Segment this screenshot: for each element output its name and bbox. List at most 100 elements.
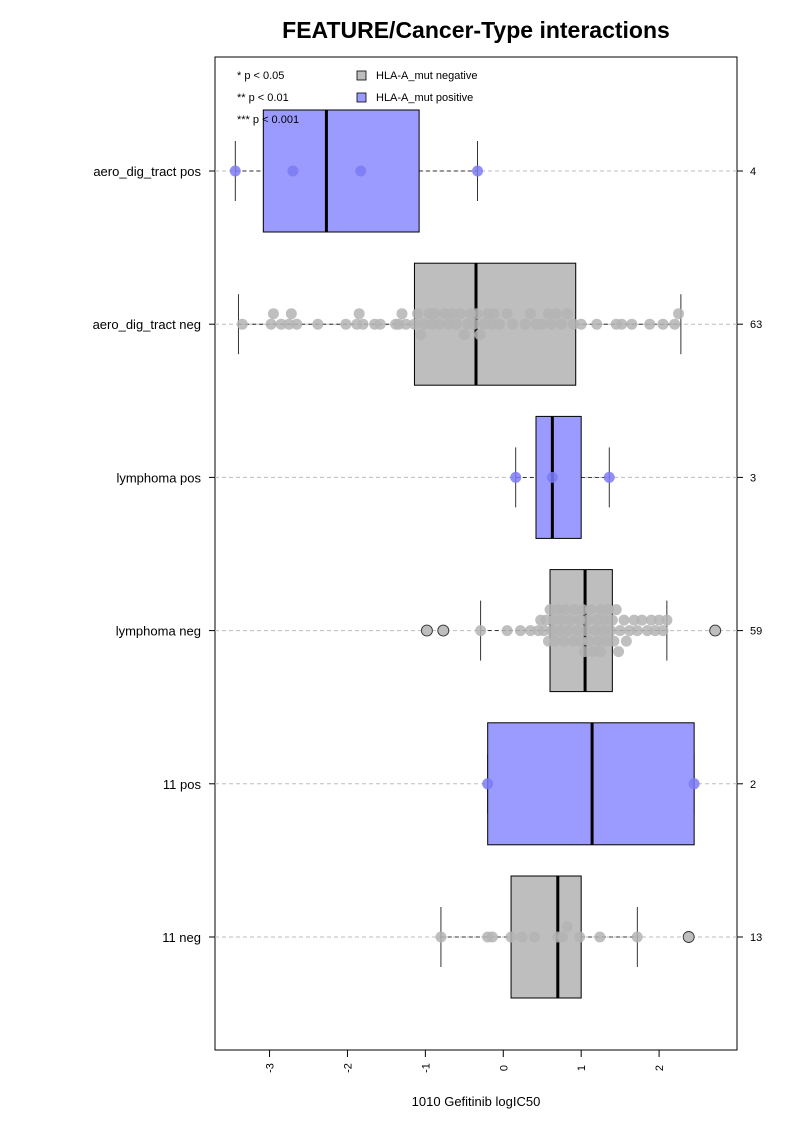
data-point (458, 329, 470, 341)
data-point (653, 614, 665, 626)
data-point (229, 165, 241, 177)
data-point (454, 308, 466, 320)
data-point (536, 318, 548, 330)
data-point (560, 604, 572, 616)
data-point (561, 921, 573, 932)
data-point (546, 625, 558, 637)
data-point (616, 318, 628, 330)
x-tick-label: -3 (265, 1063, 277, 1073)
data-point (567, 635, 579, 647)
data-point (594, 931, 606, 943)
outlier-point (420, 624, 433, 637)
sig-note-3: *** p < 0.001 (237, 114, 299, 126)
data-point (400, 318, 412, 330)
data-point (501, 625, 513, 637)
data-point (544, 604, 556, 616)
data-point (581, 614, 593, 626)
x-tick-label: -1 (420, 1063, 432, 1073)
data-point (623, 625, 635, 637)
data-point (542, 308, 554, 320)
data-point (265, 318, 277, 330)
outlier-point (682, 931, 695, 943)
data-point (580, 625, 592, 637)
legend-label-positive: HLA-A_mut positive (376, 92, 473, 104)
data-point (475, 625, 487, 637)
group-count: 63 (750, 319, 762, 331)
group-label: 11 neg (162, 930, 201, 945)
box (535, 415, 582, 539)
chart-title: FEATURE/Cancer-Type interactions (282, 17, 670, 43)
data-point (519, 318, 531, 330)
data-point (275, 318, 287, 330)
data-point (591, 318, 603, 330)
legend-swatch-negative (356, 70, 367, 81)
data-point (645, 614, 657, 626)
data-point (657, 625, 669, 637)
data-point (610, 604, 622, 616)
data-point (606, 614, 618, 626)
point-layer (229, 165, 722, 943)
legend-label-negative: HLA-A_mut negative (376, 70, 478, 82)
group-label: lymphoma neg (116, 624, 201, 639)
data-point (486, 931, 498, 943)
data-point (291, 318, 303, 330)
group-label: 11 pos (163, 777, 202, 792)
data-point (564, 614, 576, 626)
data-point (433, 318, 445, 330)
data-point (595, 604, 607, 616)
data-point (591, 614, 603, 626)
data-point (374, 318, 386, 330)
sig-note-1: * p < 0.05 (237, 70, 284, 82)
data-point (552, 604, 564, 616)
data-point (471, 308, 483, 320)
data-point (567, 318, 579, 330)
data-point (574, 614, 586, 626)
data-point (312, 318, 324, 330)
data-point (587, 646, 599, 658)
data-point (628, 614, 640, 626)
data-point (357, 318, 369, 330)
box (262, 109, 420, 233)
legend-swatch-positive (356, 92, 367, 103)
data-point (556, 318, 568, 330)
data-point (493, 318, 505, 330)
data-point (600, 635, 612, 647)
data-point (474, 329, 486, 341)
data-point (267, 308, 279, 320)
group-label: aero_dig_tract pos (93, 164, 201, 179)
data-point (472, 165, 484, 177)
data-point (525, 625, 537, 637)
data-point (608, 635, 620, 647)
group-count: 2 (750, 779, 756, 791)
data-point (644, 318, 656, 330)
data-point (592, 635, 604, 647)
data-point (547, 614, 559, 626)
data-point (569, 604, 581, 616)
x-tick-label: 1 (576, 1065, 588, 1071)
data-point (688, 778, 700, 790)
data-point (510, 471, 522, 483)
data-point (603, 471, 615, 483)
legend: * p < 0.05 ** p < 0.01 *** p < 0.001 HLA… (237, 70, 478, 126)
data-point (236, 318, 248, 330)
data-point (641, 625, 653, 637)
data-point (562, 625, 574, 637)
data-point (446, 308, 458, 320)
x-tick-label: -2 (342, 1063, 354, 1073)
data-point (355, 165, 367, 177)
data-point (578, 646, 590, 658)
sig-note-2: ** p < 0.01 (237, 92, 289, 104)
box-layer (234, 109, 695, 999)
data-point (528, 931, 540, 943)
data-point (613, 646, 625, 658)
data-point (589, 625, 601, 637)
data-point (620, 635, 632, 647)
data-point (597, 625, 609, 637)
data-point (636, 614, 648, 626)
group-label: aero_dig_tract neg (93, 317, 201, 332)
group-count: 13 (750, 932, 762, 944)
data-point (605, 625, 617, 637)
data-point (283, 318, 295, 330)
data-point (556, 931, 568, 943)
x-axis-label: 1010 Gefitinib logIC50 (412, 1094, 541, 1109)
